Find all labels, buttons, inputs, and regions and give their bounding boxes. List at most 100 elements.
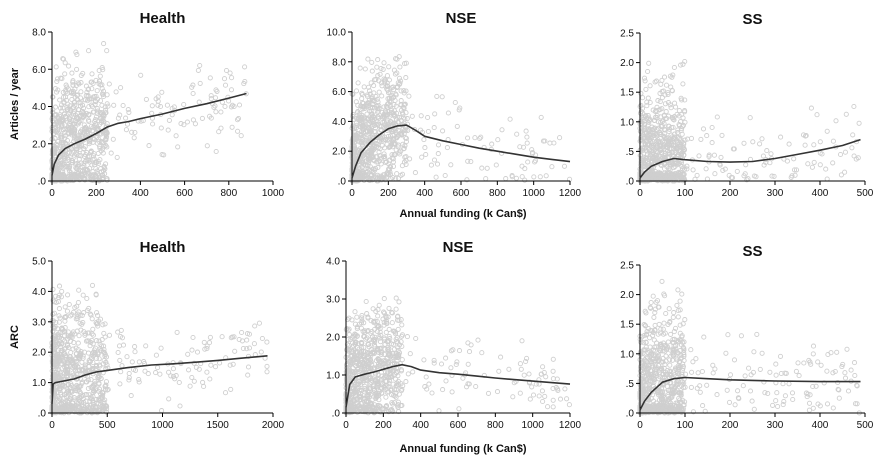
scatter-point <box>448 348 454 354</box>
scatter-point <box>62 140 68 146</box>
y-tick-label: .0 <box>626 177 635 188</box>
scatter-point <box>680 171 686 177</box>
scatter-point <box>65 404 71 410</box>
scatter-point <box>85 385 91 392</box>
scatter-point <box>52 355 58 361</box>
scatter-point <box>712 171 718 177</box>
scatter-point <box>204 369 210 375</box>
scatter-point <box>59 174 65 180</box>
scatter-point <box>98 82 104 88</box>
scatter-point <box>647 116 653 123</box>
scatter-point <box>435 142 442 148</box>
scatter-point <box>393 339 399 345</box>
scatter-point <box>89 162 95 168</box>
scatter-point <box>517 144 523 150</box>
scatter-point <box>345 336 351 343</box>
scatter-point <box>728 175 734 181</box>
scatter-point <box>419 154 425 160</box>
scatter-point <box>389 155 395 161</box>
scatter-point <box>90 173 96 179</box>
scatter-point <box>364 111 370 117</box>
scatter-point <box>372 378 378 384</box>
scatter-point <box>358 378 364 384</box>
y-tick-label: 1.0 <box>326 371 340 382</box>
scatter-point <box>101 93 107 100</box>
scatter-point <box>355 382 361 388</box>
scatter-point <box>173 373 179 379</box>
scatter-point <box>84 307 90 313</box>
scatter-point <box>370 101 376 107</box>
scatter-point <box>452 99 458 106</box>
scatter-point <box>173 133 179 139</box>
scatter-point <box>399 171 406 177</box>
scatter-point <box>54 142 60 149</box>
scatter-point <box>403 157 409 163</box>
scatter-point <box>73 356 79 362</box>
scatter-point <box>214 88 220 94</box>
scatter-point <box>549 164 555 170</box>
scatter-point <box>229 75 235 81</box>
scatter-point <box>200 379 206 385</box>
scatter-point <box>704 133 710 139</box>
panel-5: SS0 100 200 300 400 500.0.51.01.52.02.5 <box>620 243 874 431</box>
scatter-point <box>64 341 71 348</box>
scatter-point <box>380 406 386 412</box>
scatter-point <box>71 172 77 178</box>
scatter-point <box>678 141 684 148</box>
scatter-point <box>71 406 78 412</box>
scatter-point <box>645 95 651 101</box>
scatter-point <box>518 366 524 372</box>
scatter-point <box>421 357 427 363</box>
scatter-point <box>362 396 368 402</box>
scatter-point <box>59 288 65 294</box>
scatter-point <box>666 123 672 129</box>
scatter-point <box>384 170 390 176</box>
scatter-point <box>359 312 365 319</box>
y-tick-label: 3.0 <box>326 295 340 306</box>
panel-2: SS0 100 200 300 400 500.0.51.01.52.02.5 <box>620 11 874 199</box>
scatter-point <box>65 162 71 168</box>
scatter-point <box>523 358 529 365</box>
scatter-point <box>479 350 485 356</box>
scatter-point <box>367 381 373 387</box>
scatter-point <box>57 145 64 151</box>
scatter-point <box>400 115 407 121</box>
scatter-point <box>431 157 438 163</box>
scatter-point <box>146 143 152 149</box>
scatter-point <box>353 340 359 346</box>
scatter-point <box>85 170 91 176</box>
scatter-point <box>380 316 386 322</box>
scatter-point <box>550 404 556 410</box>
scatter-point <box>97 145 103 151</box>
scatter-point <box>81 163 87 169</box>
scatter-point <box>213 109 219 115</box>
scatter-point <box>59 409 65 415</box>
scatter-point <box>114 154 120 160</box>
scatter-point <box>663 82 670 88</box>
scatter-point <box>405 371 411 377</box>
scatter-point <box>381 310 388 316</box>
scatter-point <box>165 127 171 133</box>
scatter-point <box>99 65 105 71</box>
scatter-point <box>90 326 96 332</box>
scatter-point <box>78 153 84 159</box>
scatter-point <box>57 97 63 103</box>
x-tick-label: 800 <box>489 188 506 199</box>
scatter-point <box>66 334 72 340</box>
scatter-point <box>65 373 71 379</box>
scatter-point <box>830 160 836 166</box>
scatter-point <box>374 328 380 334</box>
scatter-point <box>357 352 363 358</box>
scatter-point <box>358 325 364 331</box>
scatter-point <box>245 353 252 359</box>
scatter-point <box>82 368 88 374</box>
scatter-point <box>384 378 390 384</box>
scatter-point <box>677 298 683 304</box>
scatter-point <box>514 131 520 137</box>
scatter-point <box>671 329 677 335</box>
y-tick-label: 4.0 <box>32 102 46 113</box>
scatter-point <box>251 341 257 347</box>
scatter-point <box>393 56 399 62</box>
scatter-point <box>817 162 823 168</box>
scatter-point <box>353 88 360 94</box>
